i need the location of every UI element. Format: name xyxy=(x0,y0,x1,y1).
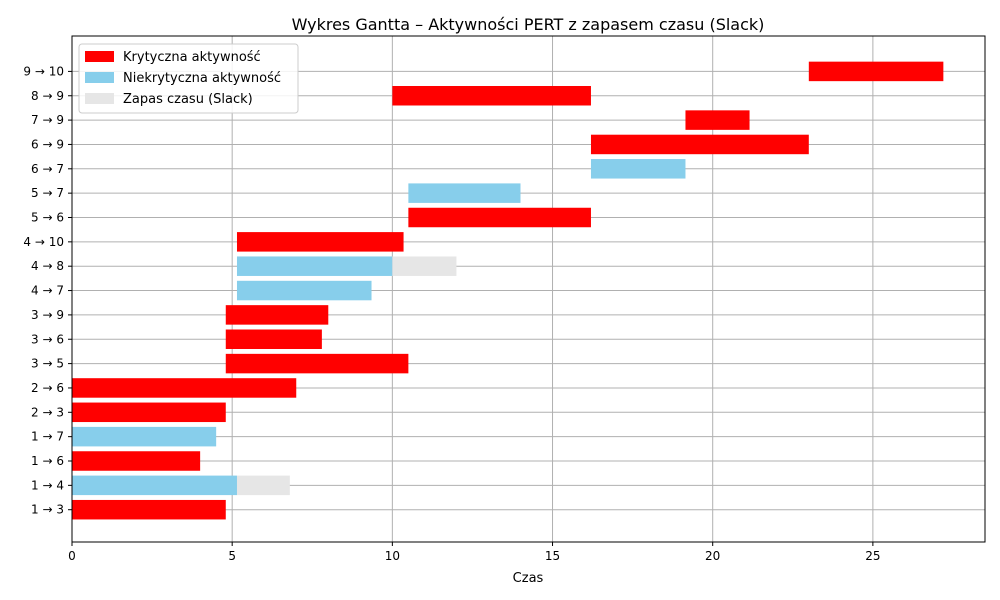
critical-activity-bar xyxy=(72,402,226,423)
y-tick-label: 9 → 10 xyxy=(23,64,64,78)
y-tick-label: 3 → 9 xyxy=(31,308,64,322)
y-tick-label: 6 → 9 xyxy=(31,137,64,151)
y-tick-label: 1 → 4 xyxy=(31,478,64,492)
x-tick-label: 20 xyxy=(705,549,720,563)
critical-activity-bar xyxy=(225,305,329,325)
x-tick-label: 15 xyxy=(545,549,560,563)
y-tick-label: 2 → 3 xyxy=(31,405,64,419)
noncritical-activity-bar xyxy=(408,183,521,203)
noncritical-activity-bar xyxy=(236,256,393,276)
y-tick-label: 4 → 10 xyxy=(23,235,64,249)
legend-swatch-critical xyxy=(85,51,114,62)
critical-activity-bar xyxy=(72,378,297,398)
y-tick-label: 3 → 6 xyxy=(31,332,64,346)
y-tick-label: 8 → 9 xyxy=(31,89,64,103)
legend-swatch-slack xyxy=(85,93,114,104)
x-tick-label: 0 xyxy=(68,549,76,563)
y-tick-label: 1 → 6 xyxy=(31,454,64,468)
critical-activity-bar xyxy=(392,86,591,106)
y-tick-label: 7 → 9 xyxy=(31,113,64,127)
noncritical-activity-bar xyxy=(236,280,372,301)
bars xyxy=(72,61,944,520)
critical-activity-bar xyxy=(236,232,404,252)
y-tick-label: 4 → 7 xyxy=(31,284,64,298)
y-tick-label: 5 → 7 xyxy=(31,186,64,200)
critical-activity-bar xyxy=(590,134,809,155)
y-tick-label: 1 → 7 xyxy=(31,430,64,444)
legend-label-noncritical: Niekrytyczna aktywność xyxy=(123,71,281,86)
x-axis-label: Czas xyxy=(513,571,544,586)
noncritical-activity-bar xyxy=(590,159,686,179)
y-tick-label: 1 → 3 xyxy=(31,503,64,517)
slack-bar xyxy=(392,256,457,276)
y-axis: 1 → 3 1 → 4 1 → 6 1 → 7 2 → 3 2 → 6 3 → 5 3 → 6… xyxy=(23,64,72,517)
critical-activity-bar xyxy=(72,499,226,520)
plot-frame xyxy=(71,35,986,543)
critical-activity-bar xyxy=(685,110,750,130)
x-tick-label: 10 xyxy=(385,549,400,563)
y-tick-label: 2 → 6 xyxy=(31,381,64,395)
noncritical-activity-bar xyxy=(72,475,237,496)
critical-activity-bar xyxy=(72,451,201,471)
chart-title: Wykres Gantta – Aktywności PERT z zapase… xyxy=(292,15,765,34)
grid-lines xyxy=(71,36,985,542)
slack-bar xyxy=(236,475,290,496)
x-tick-label: 5 xyxy=(228,549,236,563)
critical-activity-bar xyxy=(225,353,409,374)
critical-activity-bar xyxy=(408,207,591,228)
critical-activity-bar xyxy=(225,329,322,349)
y-tick-label: 3 → 5 xyxy=(31,357,64,371)
y-tick-label: 6 → 7 xyxy=(31,162,64,176)
y-tick-label: 4 → 8 xyxy=(31,259,64,273)
y-tick-label: 5 → 6 xyxy=(31,211,64,225)
legend: Krytyczna aktywność Niekrytyczna aktywnoś… xyxy=(78,43,299,114)
legend-label-slack: Zapas czasu (Slack) xyxy=(123,92,253,107)
legend-box xyxy=(78,43,299,114)
x-tick-label: 25 xyxy=(865,549,880,563)
noncritical-activity-bar xyxy=(72,426,217,447)
legend-label-critical: Krytyczna aktywność xyxy=(123,50,261,65)
legend-swatch-noncritical xyxy=(85,72,114,83)
x-axis: 0 5 10 15 20 25 xyxy=(68,542,881,563)
critical-activity-bar xyxy=(808,61,944,82)
